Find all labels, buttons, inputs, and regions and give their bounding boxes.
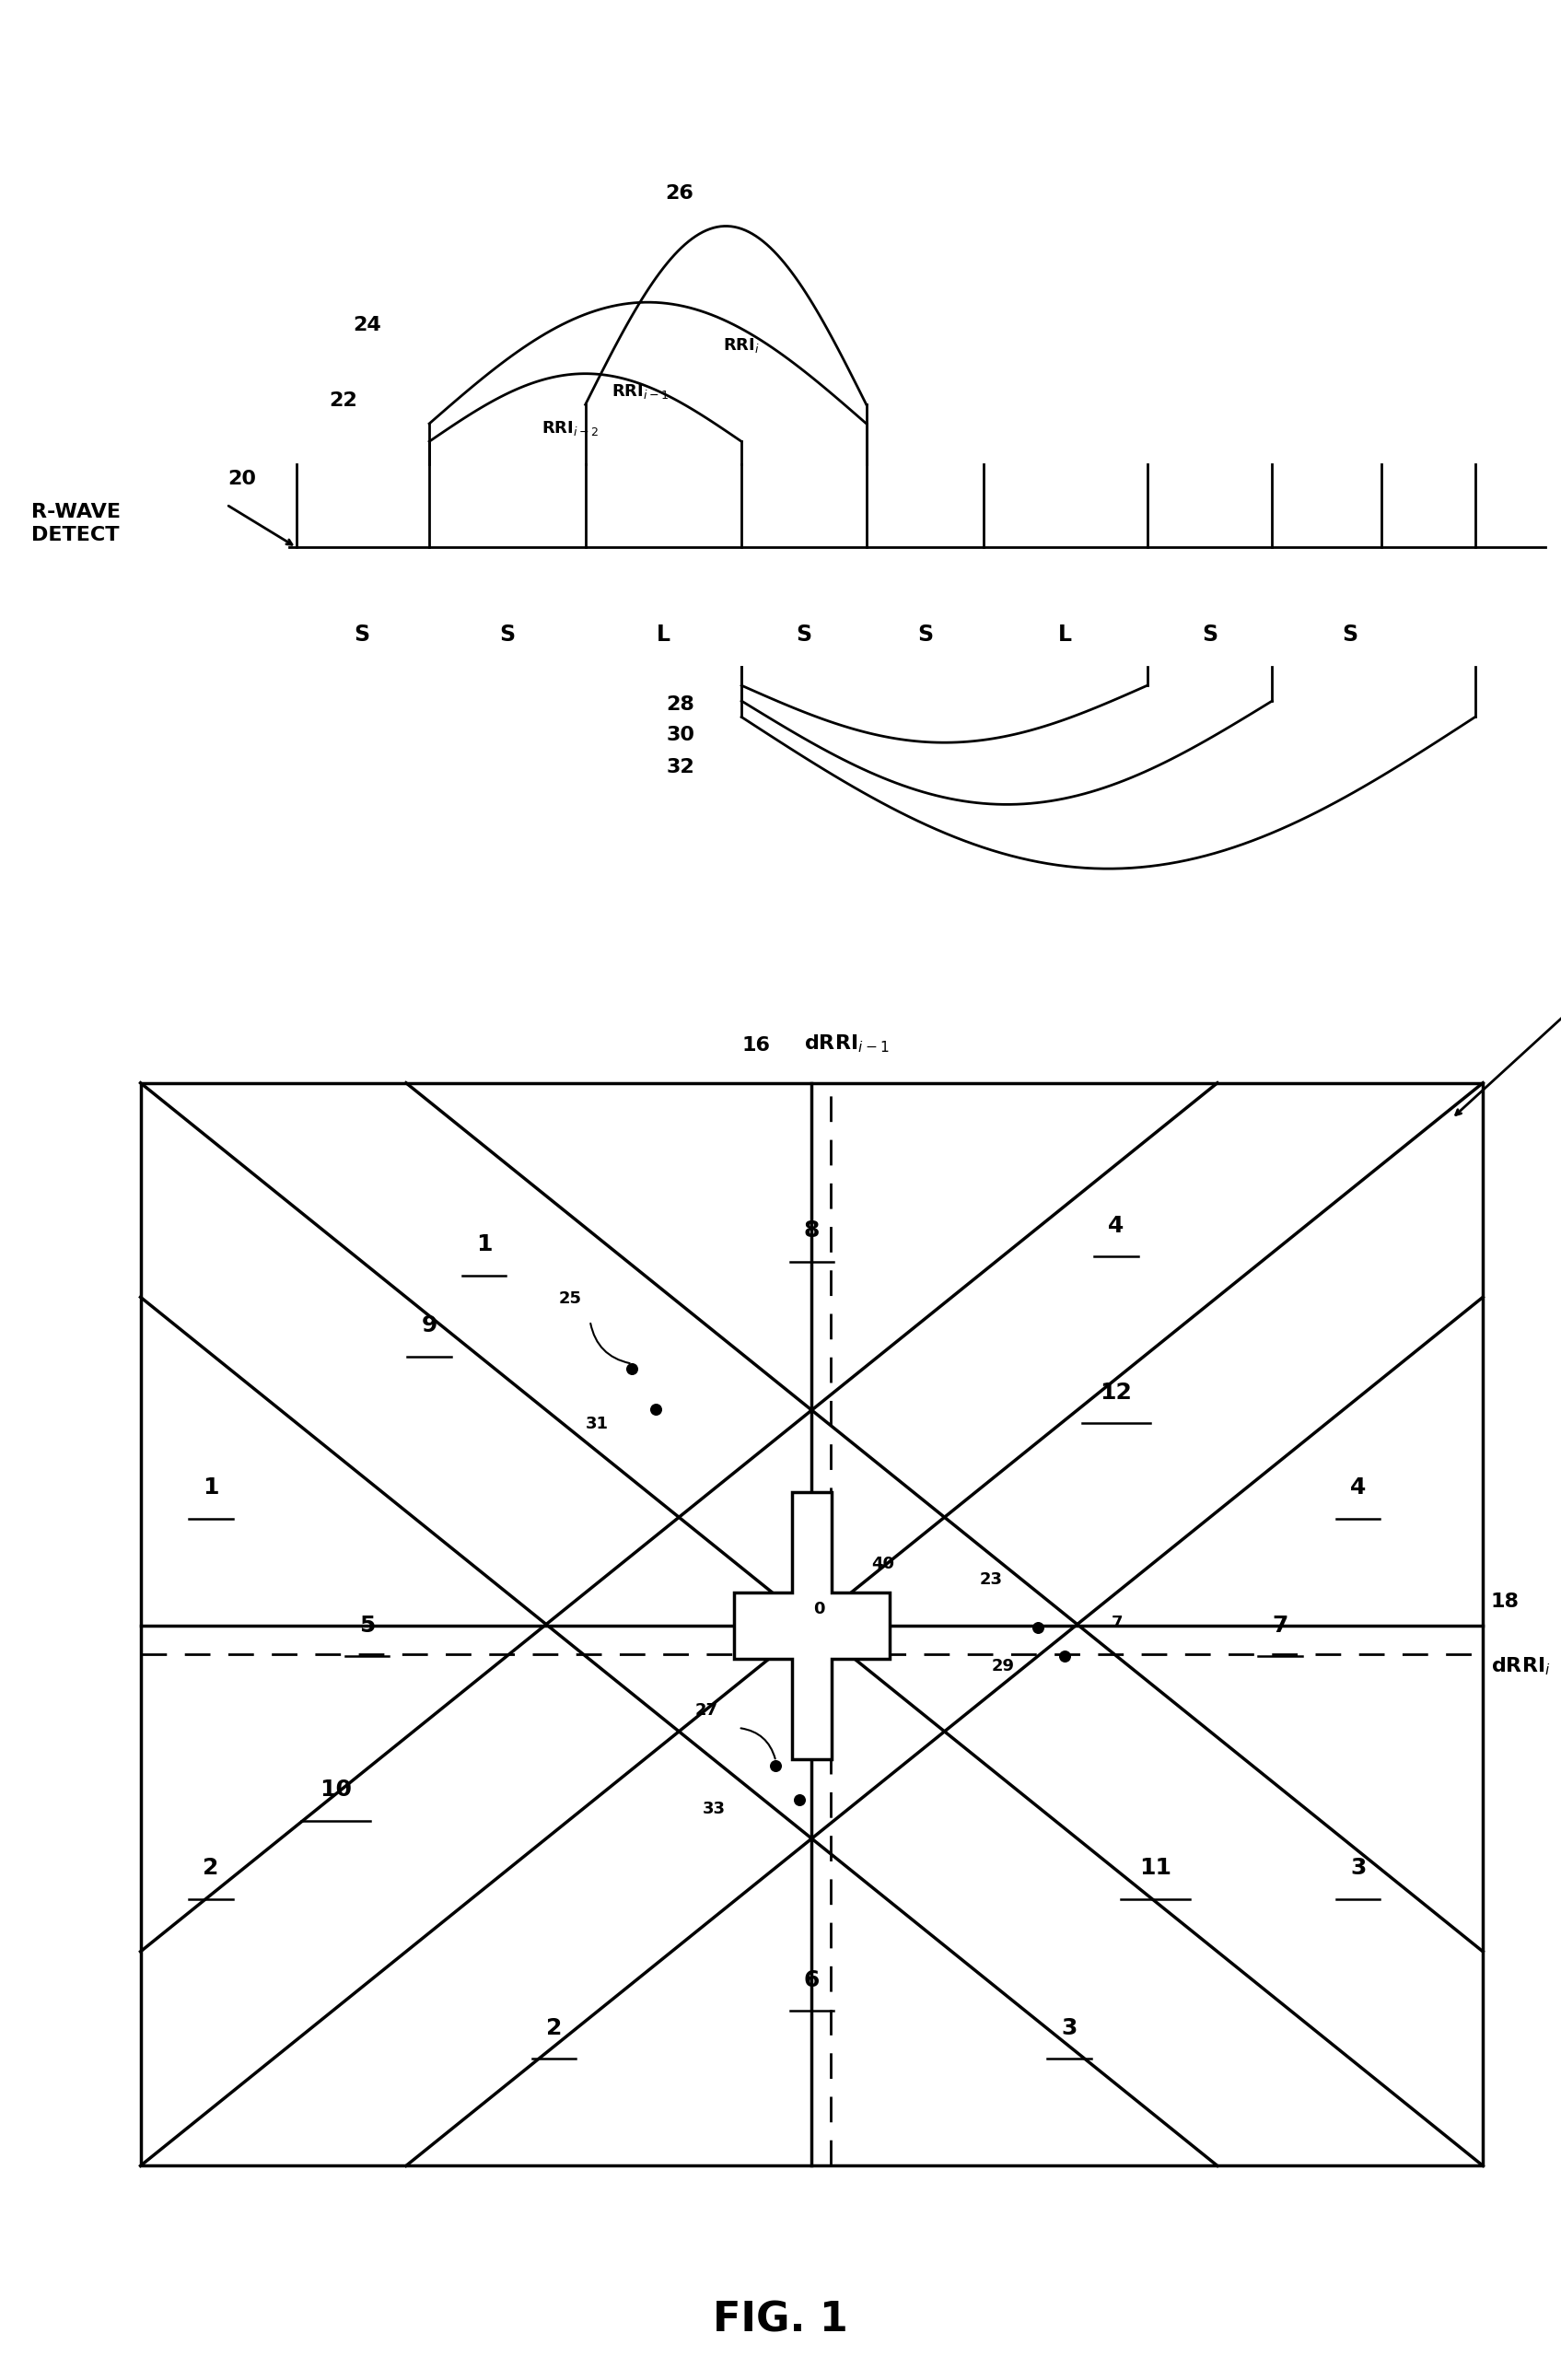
Text: 32: 32 <box>667 759 695 776</box>
Text: S: S <box>354 624 370 645</box>
Text: dRRI$_{i-1}$: dRRI$_{i-1}$ <box>804 1033 890 1054</box>
Text: 0: 0 <box>813 1602 826 1616</box>
Text: RRI$_i$: RRI$_i$ <box>723 336 760 355</box>
Text: L: L <box>657 624 670 645</box>
Text: 23: 23 <box>980 1571 1002 1587</box>
Text: R-WAVE
DETECT: R-WAVE DETECT <box>31 502 120 545</box>
Text: S: S <box>500 624 515 645</box>
Text: S: S <box>918 624 933 645</box>
Text: S: S <box>796 624 812 645</box>
Text: 18: 18 <box>1491 1592 1519 1611</box>
Text: 33: 33 <box>702 1802 726 1816</box>
Text: 24: 24 <box>353 317 381 336</box>
Text: 12: 12 <box>1101 1380 1132 1404</box>
Polygon shape <box>734 1492 890 1759</box>
Text: L: L <box>1058 624 1071 645</box>
Text: 40: 40 <box>871 1557 894 1571</box>
Text: 10: 10 <box>320 1778 351 1802</box>
Text: 4: 4 <box>1108 1214 1124 1238</box>
Text: 7: 7 <box>1272 1614 1288 1637</box>
Text: 9: 9 <box>421 1314 437 1338</box>
Point <box>620 1349 645 1388</box>
Text: 11: 11 <box>1140 1856 1171 1880</box>
Text: 20: 20 <box>228 469 256 488</box>
Text: S: S <box>1342 624 1358 645</box>
Text: 7: 7 <box>1111 1616 1122 1630</box>
Text: 5: 5 <box>359 1614 375 1637</box>
Text: 6: 6 <box>804 1968 820 1992</box>
Text: 3: 3 <box>1061 2016 1077 2040</box>
Point <box>1026 1609 1051 1647</box>
Text: 2: 2 <box>546 2016 562 2040</box>
Text: 27: 27 <box>695 1702 718 1718</box>
Text: 28: 28 <box>667 695 695 714</box>
Text: 4: 4 <box>1350 1476 1366 1499</box>
Text: 16: 16 <box>741 1035 770 1054</box>
Text: 1: 1 <box>203 1476 219 1499</box>
Text: FIG. 1: FIG. 1 <box>713 2301 848 2340</box>
Text: 2: 2 <box>203 1856 219 1880</box>
Text: dRRI$_i$: dRRI$_i$ <box>1491 1654 1550 1678</box>
Text: S: S <box>1202 624 1218 645</box>
Text: 26: 26 <box>665 183 693 202</box>
Point <box>643 1390 668 1428</box>
Point <box>1052 1637 1077 1676</box>
Text: 29: 29 <box>991 1659 1015 1673</box>
Text: 31: 31 <box>585 1416 609 1433</box>
Text: 25: 25 <box>559 1290 581 1307</box>
Text: 30: 30 <box>667 726 695 745</box>
Text: 3: 3 <box>1350 1856 1366 1880</box>
Point <box>787 1780 812 1818</box>
Point <box>763 1747 788 1785</box>
Text: 8: 8 <box>804 1219 820 1242</box>
Text: 22: 22 <box>329 390 357 409</box>
Text: RRI$_{i-1}$: RRI$_{i-1}$ <box>612 383 668 400</box>
Text: 1: 1 <box>476 1233 492 1257</box>
Text: RRI$_{i-2}$: RRI$_{i-2}$ <box>542 419 598 438</box>
